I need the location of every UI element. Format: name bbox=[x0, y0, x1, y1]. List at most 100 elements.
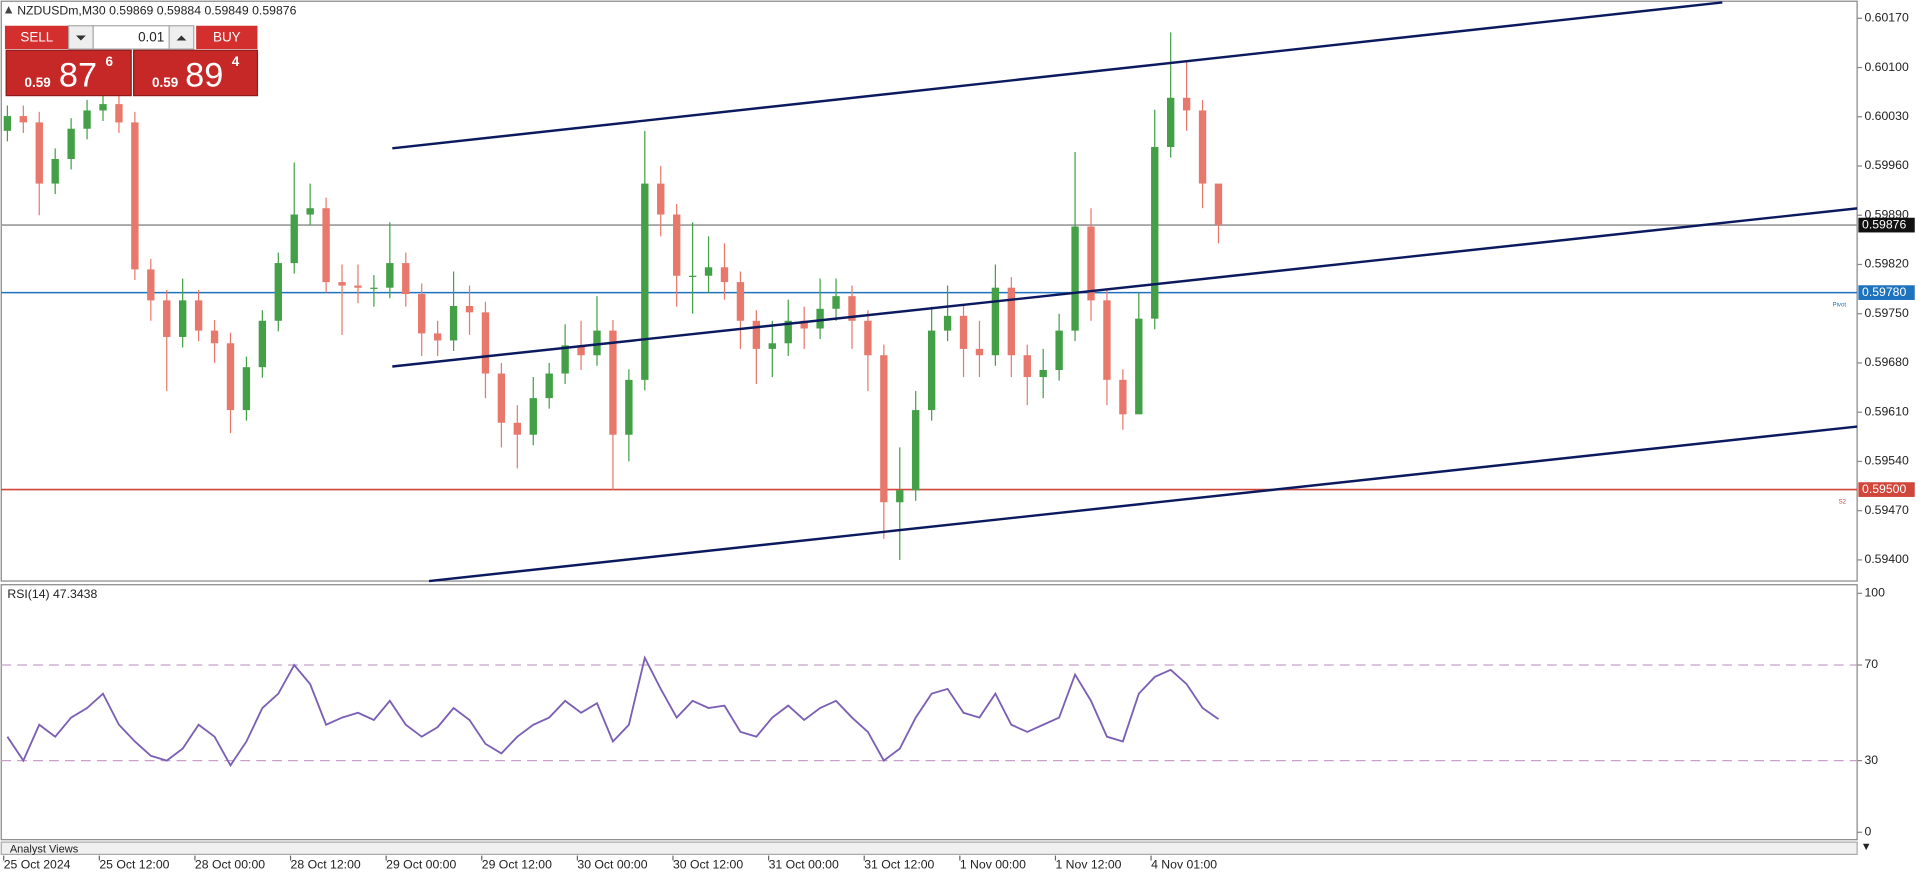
lot-value: 0.01 bbox=[138, 30, 164, 45]
candle-body bbox=[370, 287, 378, 289]
x-tick-label: 1 Nov 12:00 bbox=[1055, 858, 1121, 872]
candle-body bbox=[322, 208, 330, 283]
candle-body bbox=[481, 312, 490, 374]
buy-button[interactable] bbox=[196, 25, 258, 50]
candle-body bbox=[991, 287, 1000, 356]
candle-body bbox=[816, 308, 824, 329]
candle-body bbox=[449, 305, 458, 341]
ask-sup: 4 bbox=[232, 54, 240, 69]
trend-line bbox=[392, 207, 1858, 368]
y-tick-label: 0 bbox=[1864, 825, 1871, 839]
bid-box[interactable] bbox=[5, 49, 132, 97]
plot-area: 0.601700.601000.600300.599600.598900.598… bbox=[1, 11, 1915, 872]
x-tick-label: 28 Oct 00:00 bbox=[195, 858, 265, 872]
bid-prefix: 0.59 bbox=[25, 75, 51, 90]
price-box bbox=[1858, 285, 1915, 300]
ask-box[interactable] bbox=[133, 49, 259, 97]
candle-body bbox=[848, 296, 856, 321]
x-tick-label: 28 Oct 12:00 bbox=[291, 858, 361, 872]
price-box-label: 0.59500 bbox=[1862, 482, 1906, 496]
candle-body bbox=[625, 379, 633, 435]
candle-body bbox=[210, 330, 219, 344]
y-tick-label: 0.59400 bbox=[1864, 552, 1908, 566]
collapse-icon[interactable] bbox=[4, 6, 13, 14]
x-tick-label: 29 Oct 00:00 bbox=[386, 858, 456, 872]
candle-body bbox=[561, 345, 569, 374]
candle-body bbox=[1087, 226, 1095, 301]
candle-body bbox=[306, 208, 314, 215]
candle-body bbox=[720, 267, 729, 283]
candle-body bbox=[1055, 330, 1063, 371]
y-tick-label: 0.59470 bbox=[1864, 503, 1908, 517]
candle-body bbox=[465, 305, 474, 313]
rsi-title: RSI(14) 47.3438 bbox=[7, 587, 97, 601]
candle-body bbox=[1135, 318, 1143, 415]
y-tick-label: 0.59610 bbox=[1864, 404, 1908, 418]
rsi-line bbox=[6, 655, 1220, 768]
price-box bbox=[1858, 217, 1915, 233]
candle-body bbox=[163, 300, 171, 337]
footer-strip bbox=[0, 841, 1858, 855]
candle-body bbox=[641, 183, 649, 380]
candle-body bbox=[545, 373, 553, 399]
buy-label: BUY bbox=[213, 30, 241, 45]
candle-body bbox=[959, 315, 968, 349]
candle-body bbox=[880, 355, 888, 503]
sell-button[interactable] bbox=[4, 25, 69, 50]
price-box-label: 0.59780 bbox=[1862, 285, 1906, 299]
x-tick-label: 4 Nov 01:00 bbox=[1151, 858, 1217, 872]
candle-body bbox=[1023, 355, 1031, 378]
candle-body bbox=[115, 104, 123, 123]
candle-body bbox=[657, 183, 665, 215]
candle-body bbox=[179, 300, 187, 337]
candle-body bbox=[752, 320, 761, 349]
x-tick-label: 30 Oct 12:00 bbox=[673, 858, 743, 872]
candle-body bbox=[784, 320, 792, 344]
candle-body bbox=[927, 330, 936, 411]
candle-body bbox=[832, 296, 840, 309]
price-box-label: 0.59876 bbox=[1862, 217, 1906, 231]
y-tick-label: 100 bbox=[1864, 586, 1885, 600]
candle-body bbox=[51, 158, 59, 184]
scroll-arrow[interactable]: ▼ bbox=[1861, 841, 1872, 853]
ask-prefix: 0.59 bbox=[152, 75, 178, 90]
y-tick-label: 0.59540 bbox=[1864, 454, 1908, 468]
candle-body bbox=[99, 104, 107, 111]
ask-main: 89 bbox=[185, 56, 223, 94]
x-tick-label: 30 Oct 00:00 bbox=[577, 858, 647, 872]
candle-body bbox=[975, 348, 984, 356]
candle-body bbox=[896, 490, 904, 503]
y-tick-label: 0.59820 bbox=[1864, 257, 1908, 271]
x-tick-label: 29 Oct 12:00 bbox=[482, 858, 552, 872]
candle-body bbox=[513, 422, 521, 435]
candle-body bbox=[338, 282, 346, 286]
candle-body bbox=[577, 345, 585, 356]
candle-body bbox=[593, 330, 601, 356]
candle-body bbox=[497, 373, 506, 423]
candle-body bbox=[354, 285, 362, 288]
y-tick-label: 70 bbox=[1864, 657, 1878, 671]
candle-body bbox=[147, 269, 155, 301]
candle-body bbox=[194, 300, 203, 331]
bid-main: 87 bbox=[59, 56, 97, 94]
candle-body bbox=[83, 110, 91, 129]
candle-body bbox=[1119, 379, 1127, 415]
y-tick-label: 30 bbox=[1864, 753, 1878, 767]
x-tick-label: 31 Oct 00:00 bbox=[769, 858, 839, 872]
candle-body bbox=[1071, 226, 1079, 331]
candle-body bbox=[768, 343, 776, 349]
bid-sup: 6 bbox=[105, 54, 113, 69]
candle-body bbox=[402, 263, 410, 295]
candle-body bbox=[800, 320, 808, 329]
trend-line bbox=[392, 1, 1723, 150]
symbol-info: NZDUSDm,M30 0.59869 0.59884 0.59849 0.59… bbox=[17, 3, 296, 17]
candle-body bbox=[290, 214, 298, 264]
candle-body bbox=[226, 343, 235, 411]
rsi-panel bbox=[0, 584, 1858, 841]
footer-tab[interactable]: Analyst Views bbox=[10, 843, 79, 855]
y-tick-label: 0.59750 bbox=[1864, 306, 1908, 320]
candle-body bbox=[131, 122, 139, 270]
candle-body bbox=[67, 128, 75, 159]
